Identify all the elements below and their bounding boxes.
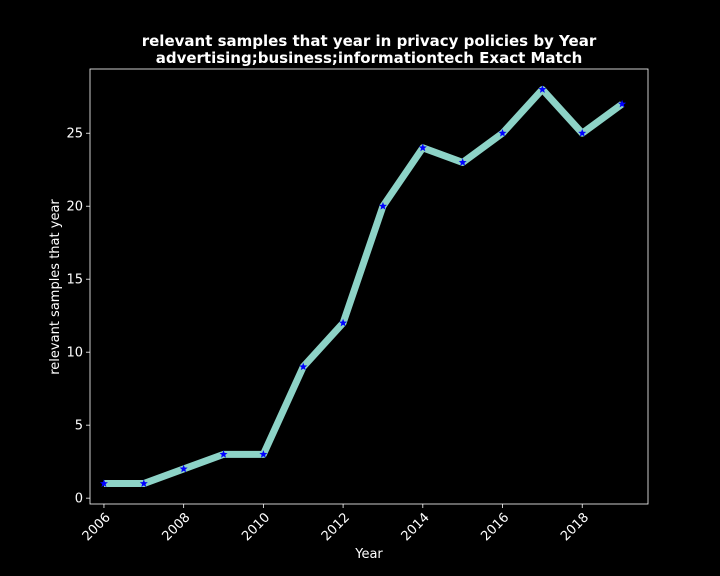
chart-subtitle: advertising;business;informationtech Exa…: [156, 49, 583, 67]
chart-title: relevant samples that year in privacy po…: [142, 32, 597, 50]
x-axis-label: Year: [354, 547, 383, 562]
data-point-marker: [618, 99, 627, 108]
data-point-marker: [458, 158, 467, 166]
data-point-marker: [498, 129, 507, 137]
y-tick-label: 15: [66, 273, 83, 288]
y-tick-label: 5: [75, 419, 83, 434]
data-point-marker: [418, 143, 427, 152]
data-point-marker: [179, 464, 188, 473]
y-tick-label: 0: [75, 492, 83, 507]
y-tick-label: 10: [66, 346, 83, 361]
axes-frame: [89, 68, 649, 505]
data-point-marker: [378, 202, 387, 210]
data-point-marker: [259, 450, 268, 458]
data-point-marker: [339, 318, 348, 327]
data-point-marker: [299, 362, 308, 371]
series-line: [103, 85, 625, 488]
data-point-marker: [219, 450, 228, 458]
data-point-marker: [99, 479, 108, 487]
data-point-marker: [538, 85, 547, 93]
data-point-marker: [578, 129, 587, 137]
y-axis-label: relevant samples that year: [48, 199, 63, 375]
y-tick-label: 25: [66, 127, 83, 142]
data-point-marker: [139, 479, 148, 487]
y-tick-label: 20: [66, 200, 83, 215]
